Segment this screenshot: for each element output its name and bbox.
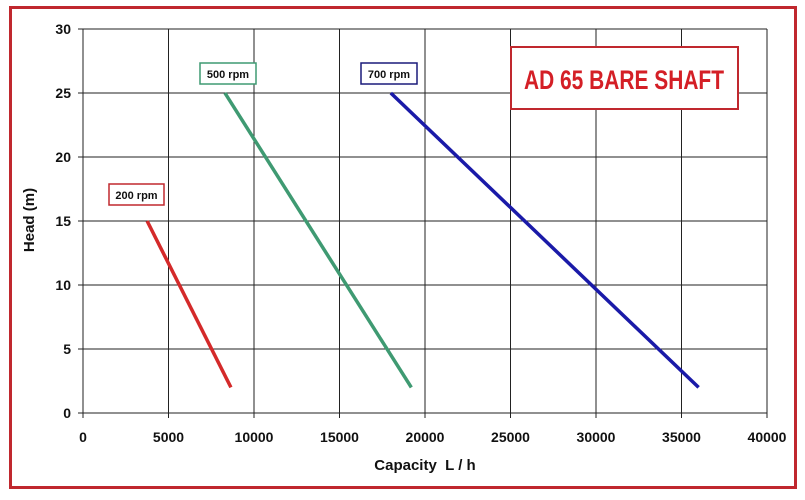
series-lines — [145, 91, 700, 389]
y-tick-label: 10 — [55, 277, 71, 293]
label-200-rpm: 200 rpm — [108, 183, 165, 206]
label-700-rpm: 700 rpm — [360, 62, 418, 85]
x-tick-label: 0 — [79, 429, 87, 445]
y-axis-ticks: 0 5 10 15 20 25 30 — [55, 21, 83, 421]
y-tick-label: 0 — [63, 405, 71, 421]
series-line-200-rpm — [145, 220, 233, 389]
series-line-500-rpm — [223, 92, 413, 389]
svg-text:500 rpm: 500 rpm — [207, 69, 249, 81]
y-tick-label: 30 — [55, 21, 71, 37]
chart-title-box: AD 65 BARE SHAFT — [510, 46, 739, 110]
y-tick-label: 15 — [55, 213, 71, 229]
y-tick-label: 25 — [55, 85, 71, 101]
x-axis-ticks: 0 5000 10000 15000 20000 25000 30000 35000 40000 — [79, 413, 787, 445]
x-tick-label: 5000 — [153, 429, 184, 445]
x-axis-title: Capacity L / h — [374, 457, 475, 474]
x-tick-label: 35000 — [662, 429, 701, 445]
x-tick-label: 10000 — [235, 429, 274, 445]
svg-text:200 rpm: 200 rpm — [115, 190, 157, 202]
x-tick-label: 40000 — [748, 429, 787, 445]
svg-text:700 rpm: 700 rpm — [368, 69, 410, 81]
x-tick-label: 30000 — [577, 429, 616, 445]
y-axis-title: Head (m) — [21, 188, 38, 252]
x-tick-label: 25000 — [491, 429, 530, 445]
chart-title: AD 65 BARE SHAFT — [524, 65, 724, 95]
label-500-rpm: 500 rpm — [199, 62, 257, 85]
x-tick-label: 20000 — [406, 429, 445, 445]
y-tick-label: 20 — [55, 149, 71, 165]
y-tick-label: 5 — [63, 341, 71, 357]
x-tick-label: 15000 — [320, 429, 359, 445]
series-line-700-rpm — [389, 91, 700, 389]
